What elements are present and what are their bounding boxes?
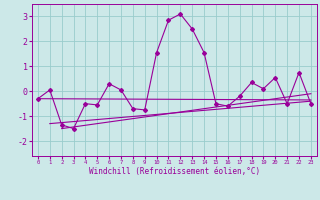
X-axis label: Windchill (Refroidissement éolien,°C): Windchill (Refroidissement éolien,°C) — [89, 167, 260, 176]
